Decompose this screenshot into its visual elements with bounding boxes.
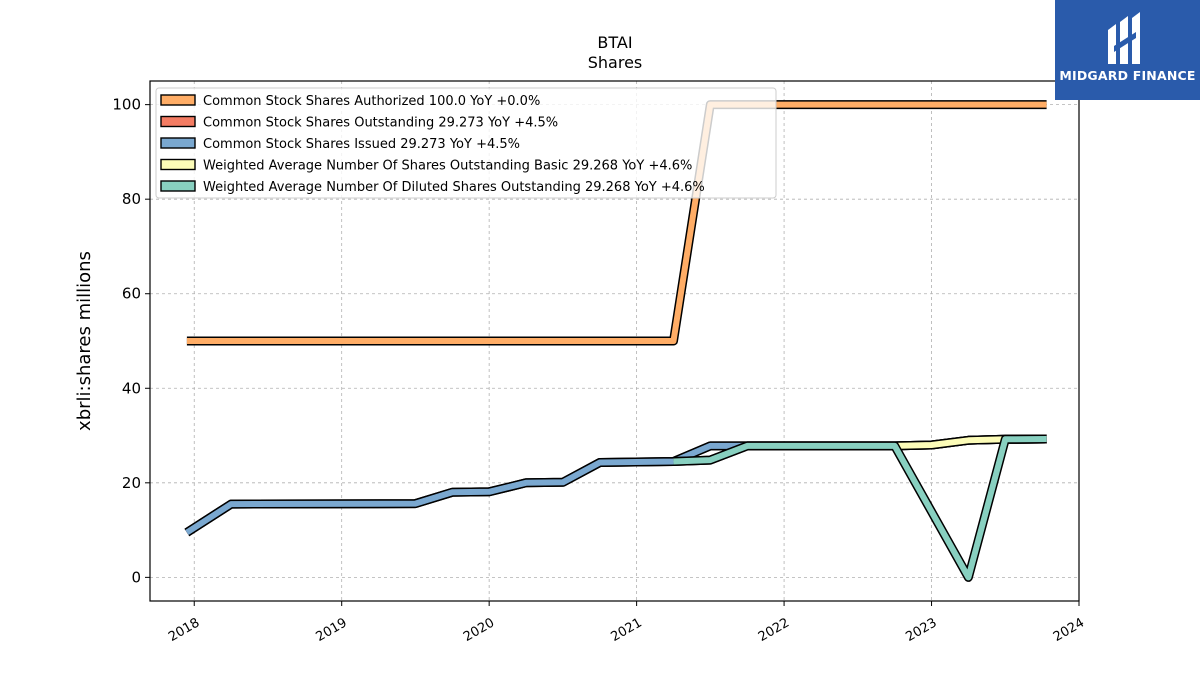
legend-item: Common Stock Shares Outstanding 29.273 Y…	[160, 115, 558, 131]
legend-label: Weighted Average Number Of Diluted Share…	[203, 180, 705, 195]
legend-item: Common Stock Shares Authorized 100.0 YoY…	[160, 94, 540, 109]
x-tick-label: 2022	[756, 615, 792, 645]
legend-swatch	[160, 158, 196, 171]
legend-swatch	[160, 137, 196, 149]
series-stroke	[673, 436, 1047, 581]
y-tick-label: 20	[122, 474, 141, 492]
series-line	[186, 100, 1047, 346]
legend-item: Weighted Average Number Of Shares Outsta…	[160, 158, 692, 174]
x-tick-label: 2024	[1051, 615, 1087, 645]
brand-name: MIDGARD FINANCE	[1059, 68, 1196, 83]
x-tick-label: 2021	[608, 615, 644, 645]
series-outline	[673, 434, 1047, 582]
y-axis-label: xbrli:shares millions	[74, 251, 95, 431]
x-tick-label: 2018	[166, 615, 202, 645]
legend-item: Weighted Average Number Of Diluted Share…	[160, 180, 705, 195]
legend-label: Weighted Average Number Of Shares Outsta…	[203, 159, 692, 174]
series-stroke	[186, 101, 1047, 344]
midgard-logo-icon	[1108, 12, 1140, 64]
series-lines	[184, 100, 1047, 582]
legend-swatch	[160, 115, 196, 128]
legend-swatch	[160, 180, 196, 192]
y-tick-label: 80	[122, 190, 141, 208]
chart-title: BTAI	[597, 33, 632, 52]
brand-logo: MIDGARD FINANCE	[1055, 0, 1200, 100]
y-tick-label: 0	[131, 568, 141, 586]
y-tick-label: 100	[112, 96, 141, 114]
legend-label: Common Stock Shares Issued 29.273 YoY +4…	[203, 137, 520, 152]
x-tick-label: 2023	[903, 615, 939, 645]
y-tick-label: 40	[122, 379, 141, 397]
legend-label: Common Stock Shares Outstanding 29.273 Y…	[203, 116, 558, 131]
legend-swatch	[160, 94, 196, 106]
x-tick-label: 2019	[314, 615, 350, 645]
legend: Common Stock Shares Authorized 100.0 YoY…	[155, 87, 777, 199]
series-line	[673, 434, 1047, 582]
y-tick-label: 60	[122, 285, 141, 303]
chart-subtitle: Shares	[588, 53, 643, 72]
plot-frame	[149, 80, 1080, 602]
legend-item: Common Stock Shares Issued 29.273 YoY +4…	[160, 137, 520, 152]
legend-box	[155, 87, 777, 199]
legend-label: Common Stock Shares Authorized 100.0 YoY…	[203, 94, 540, 109]
x-tick-label: 2020	[461, 615, 497, 645]
